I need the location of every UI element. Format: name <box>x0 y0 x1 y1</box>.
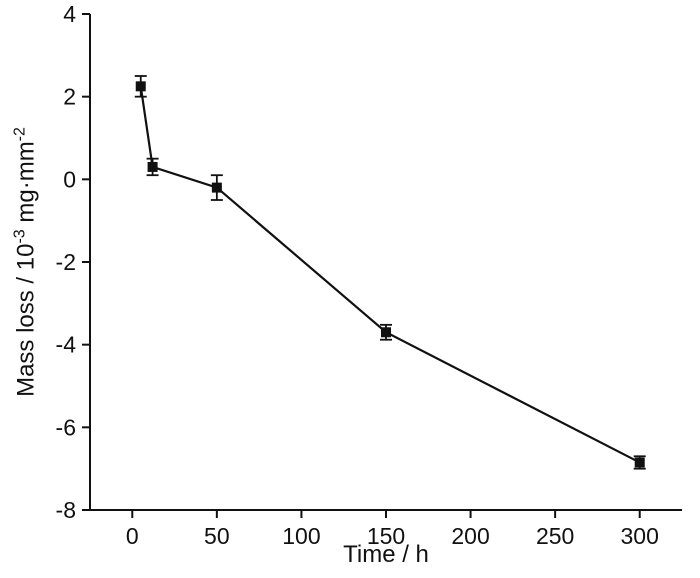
y-axis-label-mid: mg·mm <box>12 141 40 230</box>
x-tick-label: 100 <box>282 523 320 549</box>
data-point-marker <box>634 457 645 468</box>
x-tick-label: 200 <box>451 523 489 549</box>
x-tick-label: 0 <box>126 523 139 549</box>
y-axis-label-exponent-2: -2 <box>11 127 29 142</box>
x-tick-label: 300 <box>621 523 659 549</box>
y-axis-label-exponent-1: -3 <box>11 229 29 244</box>
y-axis-label-prefix: Mass loss / 10 <box>12 243 40 397</box>
y-axis-label: Mass loss / 10-3 mg·mm-2 <box>12 127 41 397</box>
y-tick-label: -6 <box>56 414 76 440</box>
x-tick-label: 150 <box>367 523 405 549</box>
y-tick-label: 0 <box>63 166 76 192</box>
x-axis-label: Time / h <box>343 541 429 568</box>
y-tick-label: -2 <box>56 249 76 275</box>
data-point-marker <box>381 327 391 338</box>
y-tick-label: -4 <box>56 332 77 358</box>
data-point-marker <box>135 81 146 92</box>
y-tick-label: -8 <box>56 497 76 523</box>
data-line <box>139 86 641 464</box>
x-tick-label: 250 <box>536 523 574 549</box>
y-tick-label: 2 <box>63 84 76 110</box>
data-point-marker <box>147 161 158 172</box>
x-tick-label: 50 <box>204 523 230 549</box>
y-tick-label: 4 <box>63 1 76 27</box>
data-point-marker <box>211 182 222 193</box>
